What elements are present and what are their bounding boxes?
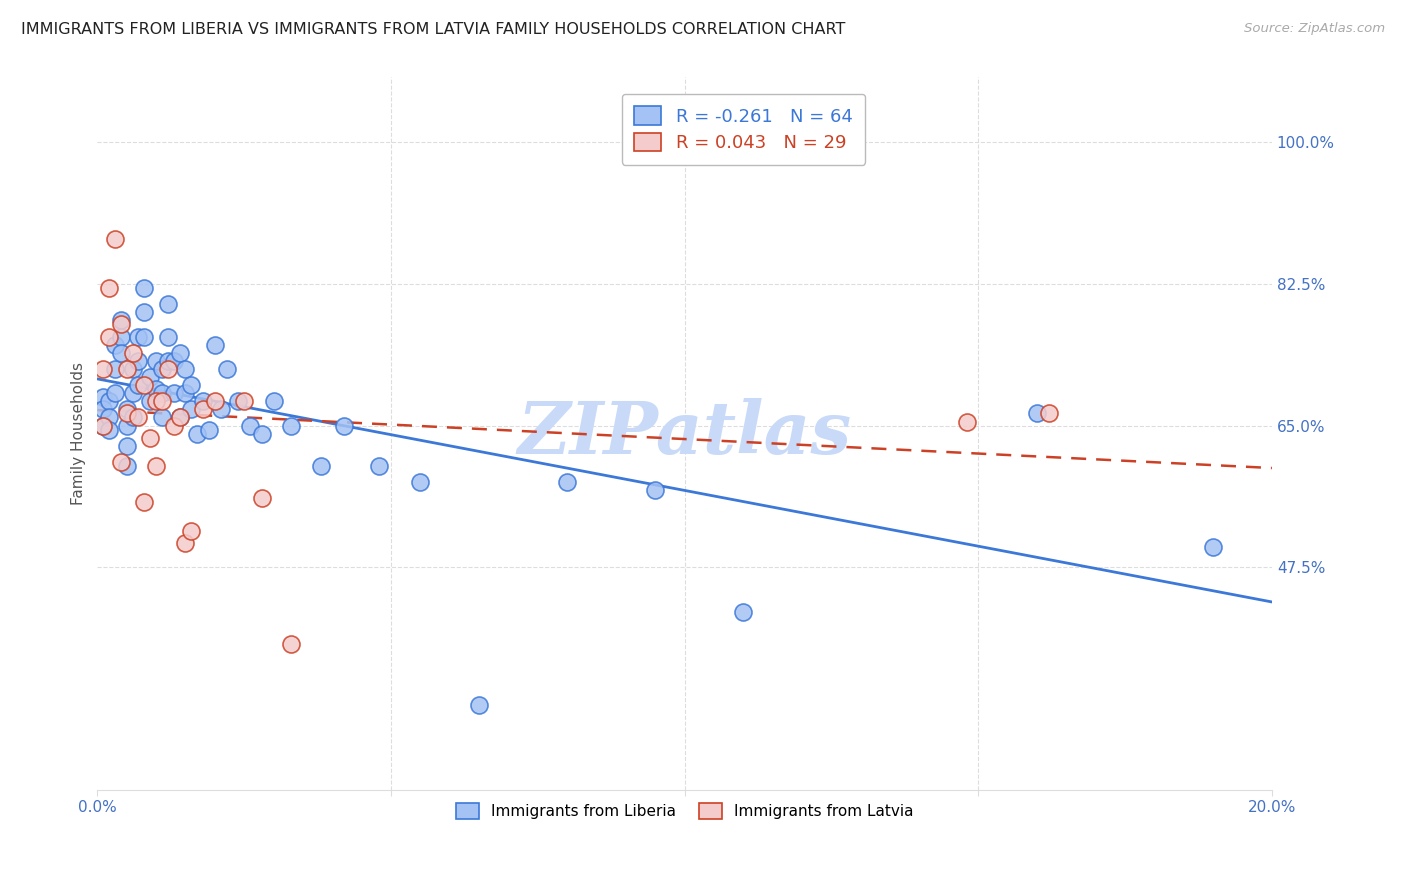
Point [91,362,114,376]
Point [180,402,202,417]
Point [309,458,332,473]
Point [110,345,132,359]
Point [368,458,391,473]
Point [644,483,666,498]
Point [186,426,208,441]
Point [98,410,121,425]
Point [139,394,162,409]
Point [145,382,167,396]
Point [127,410,149,425]
Point [263,394,285,409]
Legend: Immigrants from Liberia, Immigrants from Latvia: Immigrants from Liberia, Immigrants from… [450,797,920,825]
Point [1038,406,1060,420]
Point [280,637,302,651]
Point [110,313,132,327]
Point [156,297,179,311]
Point [191,394,214,409]
Point [409,475,432,490]
Point [156,353,179,368]
Point [115,406,138,420]
Point [127,329,149,343]
Point [150,362,173,376]
Point [104,386,127,401]
Point [150,394,173,409]
Point [156,329,179,343]
Point [174,386,197,401]
Point [104,232,127,246]
Point [180,378,202,392]
Point [156,362,179,376]
Point [174,362,197,376]
Point [555,475,578,490]
Text: Source: ZipAtlas.com: Source: ZipAtlas.com [1244,22,1385,36]
Point [127,353,149,368]
Point [121,362,143,376]
Point [163,418,186,433]
Point [104,362,127,376]
Point [134,495,156,509]
Point [98,329,121,343]
Point [145,394,167,409]
Point [115,418,138,433]
Point [115,362,138,376]
Point [169,345,191,359]
Point [104,337,127,351]
Point [733,605,755,619]
Point [169,410,191,425]
Point [955,415,977,429]
Point [163,353,186,368]
Text: ZIPatlas: ZIPatlas [517,398,852,469]
Point [98,423,121,437]
Point [150,386,173,401]
Point [134,281,156,295]
Point [150,410,173,425]
Point [115,458,138,473]
Point [91,402,114,417]
Text: IMMIGRANTS FROM LIBERIA VS IMMIGRANTS FROM LATVIA FAMILY HOUSEHOLDS CORRELATION : IMMIGRANTS FROM LIBERIA VS IMMIGRANTS FR… [21,22,845,37]
Point [98,281,121,295]
Point [134,305,156,319]
Point [1026,406,1049,420]
Point [110,455,132,469]
Point [169,410,191,425]
Point [250,491,273,506]
Point [250,426,273,441]
Point [204,337,226,351]
Point [215,362,238,376]
Point [91,418,114,433]
Point [180,524,202,538]
Point [191,402,214,417]
Point [134,329,156,343]
Point [91,390,114,404]
Point [139,370,162,384]
Point [145,458,167,473]
Point [239,418,262,433]
Point [115,439,138,453]
Point [110,329,132,343]
Point [115,402,138,417]
Point [468,698,491,712]
Point [1202,540,1225,554]
Point [174,536,197,550]
Point [121,345,143,359]
Y-axis label: Family Households: Family Households [72,362,86,505]
Point [280,418,302,433]
Point [139,431,162,445]
Point [198,423,221,437]
Point [209,402,232,417]
Point [127,378,149,392]
Point [110,318,132,332]
Point [163,386,186,401]
Point [121,410,143,425]
Point [333,418,356,433]
Point [204,394,226,409]
Point [134,378,156,392]
Point [145,353,167,368]
Point [233,394,256,409]
Point [98,394,121,409]
Point [121,386,143,401]
Point [91,418,114,433]
Point [226,394,249,409]
